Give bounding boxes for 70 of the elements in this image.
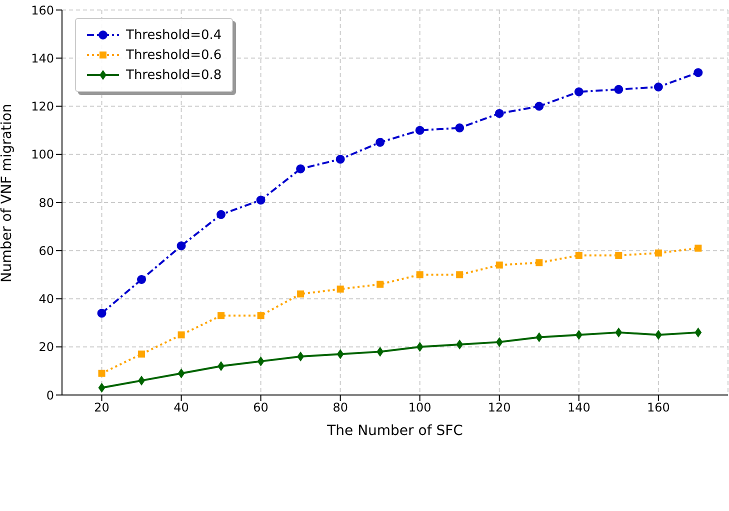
point xyxy=(575,330,582,340)
point xyxy=(416,271,424,278)
point xyxy=(257,356,264,366)
y-tick-label: 0 xyxy=(46,388,54,402)
point xyxy=(376,280,384,288)
point xyxy=(536,259,543,266)
point xyxy=(614,84,624,94)
point xyxy=(336,286,344,293)
x-tick-label: 100 xyxy=(408,400,432,415)
point xyxy=(415,126,424,135)
point xyxy=(575,252,582,259)
x-tick-label: 80 xyxy=(332,400,348,415)
point xyxy=(297,352,304,362)
x-tick-label: 60 xyxy=(253,400,268,415)
x-tick-label: 140 xyxy=(567,400,590,415)
x-tick-label: 40 xyxy=(174,400,189,415)
point xyxy=(694,327,702,338)
point xyxy=(376,346,384,357)
y-tick-label: 140 xyxy=(31,51,54,66)
point xyxy=(496,262,503,269)
point xyxy=(455,123,464,132)
y-tick-label: 160 xyxy=(31,3,54,18)
point xyxy=(178,331,185,338)
point xyxy=(97,308,106,318)
point xyxy=(297,290,304,298)
point xyxy=(218,361,225,372)
x-tick-label: 20 xyxy=(94,400,110,415)
point xyxy=(534,102,544,111)
point xyxy=(536,332,543,342)
point xyxy=(176,241,186,250)
point xyxy=(138,350,146,358)
x-axis-title: The Number of SFC xyxy=(326,423,464,439)
point xyxy=(654,330,662,340)
legend-label: Threshold=0.4 xyxy=(126,28,222,42)
point xyxy=(137,275,146,284)
y-tick-label: 80 xyxy=(38,196,54,210)
point xyxy=(138,376,146,386)
point xyxy=(218,312,225,320)
point xyxy=(654,82,663,92)
point xyxy=(257,312,264,320)
point xyxy=(654,250,662,257)
y-axis-title: Number of VNF migration xyxy=(0,104,15,282)
point xyxy=(216,210,226,220)
point xyxy=(178,368,185,378)
point xyxy=(336,349,344,360)
point xyxy=(98,370,106,377)
x-tick-label: 160 xyxy=(646,400,670,415)
point xyxy=(496,337,503,348)
point xyxy=(494,108,504,118)
legend-label: Threshold=0.6 xyxy=(126,48,222,62)
y-tick-label: 60 xyxy=(38,244,54,258)
point xyxy=(456,271,464,278)
point xyxy=(376,138,385,147)
y-tick-label: 40 xyxy=(38,292,54,306)
point xyxy=(456,339,464,350)
point xyxy=(615,252,622,259)
point xyxy=(256,196,266,205)
point xyxy=(615,327,622,338)
legend-label: Threshold=0.8 xyxy=(126,68,222,82)
point xyxy=(416,342,424,352)
y-tick-label: 120 xyxy=(31,100,54,114)
point xyxy=(296,164,306,174)
point xyxy=(694,68,703,78)
point xyxy=(98,382,106,393)
x-tick-label: 120 xyxy=(488,400,511,415)
point xyxy=(336,154,345,164)
point xyxy=(574,87,584,96)
point xyxy=(694,244,702,252)
y-tick-label: 20 xyxy=(38,340,54,354)
y-tick-label: 100 xyxy=(31,148,54,162)
